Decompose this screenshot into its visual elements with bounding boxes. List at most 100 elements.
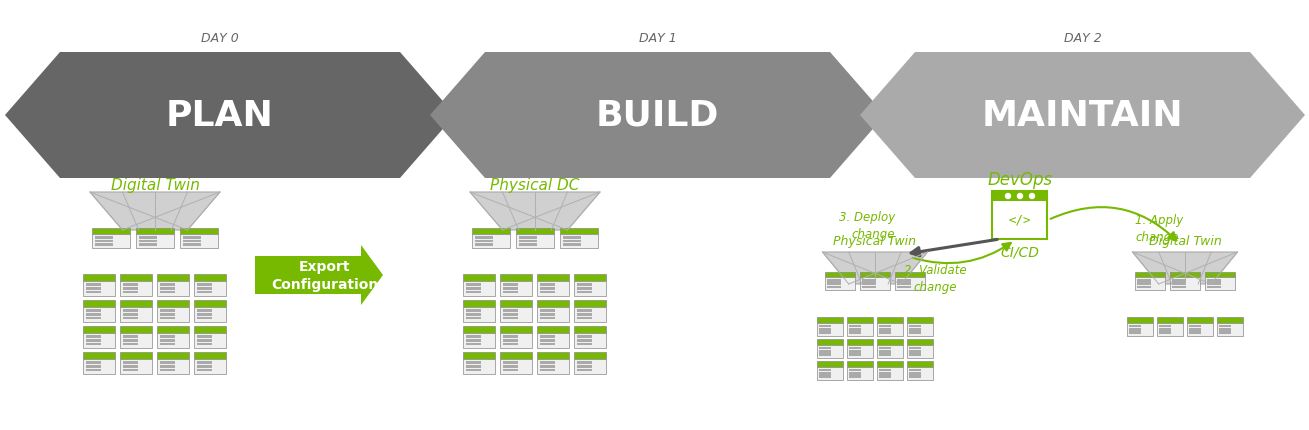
Bar xyxy=(520,244,537,246)
Bar xyxy=(198,287,212,290)
Text: DevOps: DevOps xyxy=(987,171,1052,189)
Bar xyxy=(577,317,592,319)
Bar xyxy=(96,244,113,246)
Bar xyxy=(466,283,482,286)
Bar xyxy=(503,361,518,364)
Bar xyxy=(538,274,569,281)
Bar xyxy=(1157,317,1183,323)
Bar xyxy=(120,352,153,359)
Bar xyxy=(1189,328,1202,331)
Bar xyxy=(181,228,219,234)
Bar xyxy=(819,372,831,375)
Bar xyxy=(1170,272,1200,278)
Bar xyxy=(466,369,482,372)
Bar xyxy=(898,286,911,289)
Text: Digital Twin: Digital Twin xyxy=(1148,234,1221,247)
Bar xyxy=(503,365,518,368)
FancyArrowPatch shape xyxy=(911,240,997,256)
Polygon shape xyxy=(90,193,220,230)
Bar xyxy=(123,335,139,338)
Bar xyxy=(198,310,212,312)
Bar xyxy=(907,367,933,380)
Bar xyxy=(563,237,581,239)
Bar xyxy=(195,300,226,307)
Bar xyxy=(463,359,496,374)
Bar xyxy=(1219,325,1232,328)
Bar xyxy=(863,280,877,282)
Bar xyxy=(817,361,843,367)
Bar xyxy=(863,283,877,285)
Bar xyxy=(825,278,855,290)
Bar xyxy=(850,332,861,334)
Bar xyxy=(1173,280,1186,282)
Bar xyxy=(503,343,518,346)
Bar xyxy=(503,291,518,294)
Bar xyxy=(160,313,175,316)
Text: Physical DC: Physical DC xyxy=(491,178,580,193)
Text: Digital Twin: Digital Twin xyxy=(110,178,199,193)
Bar xyxy=(157,326,190,333)
Bar xyxy=(123,343,139,346)
Bar xyxy=(475,240,493,243)
Bar xyxy=(541,317,555,319)
Bar xyxy=(86,339,101,342)
Bar xyxy=(500,359,533,374)
FancyArrowPatch shape xyxy=(912,243,1011,264)
Bar xyxy=(198,343,212,346)
Bar xyxy=(563,244,581,246)
Polygon shape xyxy=(5,53,456,178)
Bar xyxy=(877,339,903,345)
Bar xyxy=(560,234,598,249)
Bar xyxy=(563,240,581,243)
Bar xyxy=(160,283,175,286)
Bar xyxy=(120,333,153,348)
Bar xyxy=(1217,317,1244,323)
Bar xyxy=(516,228,554,234)
Bar xyxy=(195,281,226,296)
Bar xyxy=(1187,323,1213,336)
Bar xyxy=(195,359,226,374)
Bar xyxy=(908,328,922,331)
Bar xyxy=(538,359,569,374)
Bar xyxy=(1217,323,1244,336)
Bar xyxy=(538,300,569,307)
Bar xyxy=(538,333,569,348)
Bar xyxy=(84,274,115,281)
Text: 2. Validate
change: 2. Validate change xyxy=(903,264,966,293)
Bar xyxy=(880,325,891,328)
Bar xyxy=(1127,323,1153,336)
Bar xyxy=(847,361,873,367)
Bar xyxy=(895,272,925,278)
Bar xyxy=(827,283,842,285)
Bar xyxy=(577,361,592,364)
Bar xyxy=(123,339,139,342)
Text: MAINTAIN: MAINTAIN xyxy=(982,99,1183,133)
Bar xyxy=(86,291,101,294)
Bar xyxy=(877,323,903,336)
Bar xyxy=(850,353,861,356)
Bar xyxy=(850,325,861,328)
Bar xyxy=(577,365,592,368)
Bar xyxy=(466,317,482,319)
Bar xyxy=(198,339,212,342)
Bar xyxy=(160,291,175,294)
Bar xyxy=(86,287,101,290)
Bar xyxy=(503,335,518,338)
Bar xyxy=(183,237,200,239)
Bar xyxy=(908,325,922,328)
Bar xyxy=(538,326,569,333)
Bar xyxy=(907,339,933,345)
Bar xyxy=(1173,286,1186,289)
Circle shape xyxy=(1017,194,1022,199)
Bar xyxy=(577,310,592,312)
Bar xyxy=(898,280,911,282)
Bar xyxy=(575,300,606,307)
Bar xyxy=(1207,286,1221,289)
Bar xyxy=(850,375,861,378)
Bar xyxy=(86,310,101,312)
Bar xyxy=(157,307,190,322)
Bar xyxy=(577,343,592,346)
Bar xyxy=(1138,280,1152,282)
Bar xyxy=(538,352,569,359)
Bar xyxy=(577,313,592,316)
